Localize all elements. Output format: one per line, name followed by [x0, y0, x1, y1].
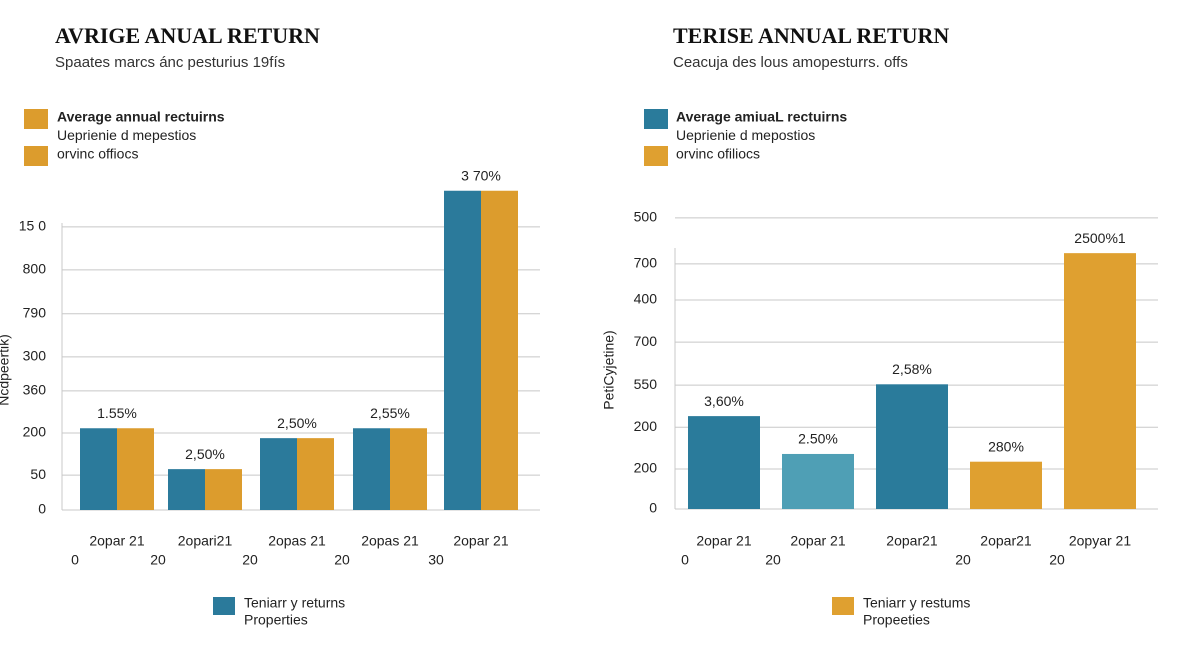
bar	[1064, 253, 1136, 509]
y-tick-label: 800	[23, 261, 47, 277]
x-sublabel: 20	[242, 552, 258, 568]
bar	[168, 469, 205, 510]
x-tick-label: 2opyar 21	[1069, 533, 1131, 549]
legend-swatch	[213, 597, 235, 615]
bar-label: 2,50%	[277, 415, 317, 431]
bar	[297, 438, 334, 510]
bar	[876, 384, 948, 509]
chart-subtitle: Ceacuja des lous amopesturrs. offs	[673, 54, 908, 71]
y-axis-label: PetiCyjetine)	[601, 330, 617, 409]
legend-swatch	[24, 109, 48, 129]
y-tick-label: 0	[649, 500, 657, 516]
bar-label: 280%	[988, 438, 1024, 454]
legend-label: Average annual rectuirns	[57, 109, 225, 125]
chart-subtitle: Spaates marcs ánc pesturius 19fís	[55, 54, 285, 71]
y-tick-label: 700	[634, 255, 658, 271]
bar-label: 2500%1	[1074, 230, 1126, 246]
bar-label: 3 70%	[461, 167, 501, 183]
legend-label: orvinc ofiliocs	[676, 146, 760, 162]
y-tick-label: 300	[23, 348, 47, 364]
x-tick-label: 2opas 21	[268, 533, 326, 549]
legend-label: Average amiuaL rectuirns	[676, 109, 847, 125]
x-sublabel: 30	[428, 552, 444, 568]
x-sublabel: 20	[334, 552, 350, 568]
chart-title: TERISE ANNUAL RETURN	[673, 23, 949, 48]
bar-label: 3,60%	[704, 393, 744, 409]
y-tick-label: 0	[38, 501, 46, 517]
x-sublabel: 0	[681, 552, 689, 568]
y-tick-label: 700	[634, 333, 658, 349]
y-tick-label: 200	[23, 424, 47, 440]
y-tick-label: 200	[634, 460, 658, 476]
bar-label: 2,55%	[370, 405, 410, 421]
x-tick-label: 2opar 21	[453, 533, 508, 549]
x-sublabel: 20	[150, 552, 166, 568]
bar	[782, 453, 854, 509]
x-tick-label: 2opar21	[980, 533, 1032, 549]
legend-label: Propeeties	[863, 612, 930, 628]
legend-swatch	[24, 146, 48, 166]
bar	[970, 461, 1042, 509]
bar	[353, 428, 390, 510]
legend-swatch	[644, 109, 668, 129]
bar	[260, 438, 297, 510]
bar-label: 2,50%	[185, 446, 225, 462]
y-tick-label: 15 0	[19, 218, 46, 234]
x-sublabel: 0	[71, 552, 79, 568]
x-tick-label: 2opar21	[886, 533, 938, 549]
y-tick-label: 500	[634, 209, 658, 225]
y-tick-label: 50	[30, 466, 46, 482]
x-tick-label: 2opas 21	[361, 533, 419, 549]
bar	[117, 428, 154, 510]
bar-label: 2,58%	[892, 361, 932, 377]
y-tick-label: 200	[634, 418, 658, 434]
x-tick-label: 2opar 21	[89, 533, 144, 549]
bar	[205, 469, 242, 510]
y-axis-label: Ncdpeertik)	[0, 334, 12, 406]
legend-swatch	[644, 146, 668, 166]
bar	[390, 428, 427, 510]
bar-label: 1.55%	[97, 405, 137, 421]
legend-label: orvinc offiocs	[57, 146, 138, 162]
y-tick-label: 790	[23, 305, 47, 321]
x-tick-label: 2opar 21	[790, 533, 845, 549]
legend-swatch	[832, 597, 854, 615]
x-sublabel: 20	[1049, 552, 1065, 568]
bar-label: 2.50%	[798, 431, 838, 447]
x-sublabel: 20	[955, 552, 971, 568]
legend-label: Ueprienie d mepostios	[676, 127, 815, 143]
y-tick-label: 360	[23, 382, 47, 398]
x-tick-label: 2opari21	[178, 533, 233, 549]
bar	[444, 190, 481, 510]
legend-label: Teniarr y returns	[244, 595, 345, 611]
bar	[688, 416, 760, 509]
x-tick-label: 2opar 21	[696, 533, 751, 549]
legend-label: Ueprienie d mepestios	[57, 127, 196, 143]
bar	[481, 190, 518, 510]
chart-title: AVRIGE ANUAL RETURN	[55, 23, 320, 48]
bar	[80, 428, 117, 510]
legend-label: Teniarr y restums	[863, 595, 970, 611]
y-tick-label: 400	[634, 291, 658, 307]
y-tick-label: 550	[634, 376, 658, 392]
x-sublabel: 20	[765, 552, 781, 568]
legend-label: Properties	[244, 612, 308, 628]
